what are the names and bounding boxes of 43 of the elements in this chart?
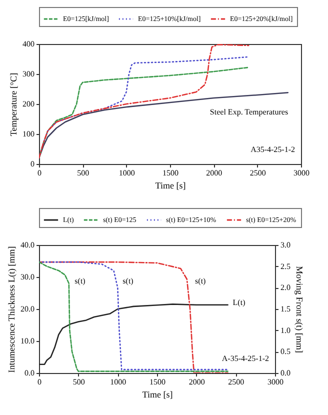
x-tick-label: 1500 [162,168,178,178]
x-tick-label: 2500 [250,168,266,178]
y-tick-label: 10.0 [20,336,34,346]
annotation: A-35-4-25-1-2 [222,354,269,363]
x-tick-label: 2000 [206,168,222,178]
x-tick-label: 0 [38,378,42,386]
annotation: A35-4-25-1-2 [250,145,295,154]
annotation: s(t) [122,276,134,286]
y2-tick-label: 2.5 [280,262,290,271]
y-axis-title: Temperature [°C] [8,72,18,136]
annotation: Steel Exp. Temperatures [210,108,288,117]
x-tick-label: 500 [72,378,85,386]
y2-tick-label: 1.5 [280,304,290,314]
y2-tick-label: 1.0 [280,326,290,335]
y-tick-label: 30.0 [20,272,34,282]
y-tick-label: 400 [22,40,34,48]
y-tick-label: 200 [22,100,34,108]
x-tick-label: 500 [77,168,90,178]
x-tick-label: 0 [38,168,42,178]
y2-tick-label: 0.5 [280,347,290,356]
x-tick-label: 3000 [268,378,284,386]
y-tick-label: 40.0 [20,240,34,250]
y2-axis-title: Moving Front s(t) [mm] [294,266,304,353]
annotation: s(t) [195,276,206,286]
annotation: L(t) [232,298,246,307]
x-tick-label: 1500 [150,378,166,386]
x-tick-label: 2000 [188,378,205,386]
x-tick-label: 2500 [228,378,244,386]
x-tick-label: 1000 [118,168,135,178]
x-axis-title: Time [s] [155,180,186,190]
y-tick-label: 0 [30,160,34,168]
y-axis-title: Intumescence Thickness L(t) [mm] [6,246,16,373]
y-tick-label: 20.0 [20,304,34,314]
x-axis-title: Time [s] [142,390,173,400]
y-tick-label: 300 [22,70,34,78]
y2-tick-label: 2.0 [280,283,290,292]
y-tick-label: 100 [22,130,34,138]
annotation: s(t) [74,276,86,286]
x-tick-label: 1000 [110,378,126,386]
x-tick-label: 3000 [294,168,310,178]
y2-tick-label: 3.0 [280,240,290,250]
y-tick-label: 0.0 [24,368,34,378]
y2-tick-label: 0.0 [280,368,290,378]
